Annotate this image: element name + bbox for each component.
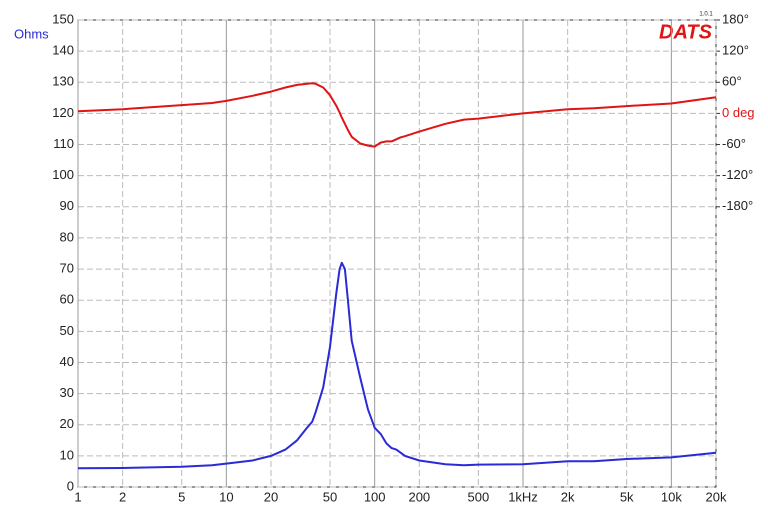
x-tick-label: 1	[74, 489, 81, 504]
version: 1.0.1	[699, 12, 713, 18]
y2-tick-label: 180°	[722, 11, 749, 26]
y-tick-label: 60	[60, 292, 74, 307]
y2-tick-label: -180°	[722, 198, 753, 213]
x-tick-label: 10	[219, 489, 233, 504]
y-tick-label: 110	[53, 136, 74, 151]
y-tick-label: 80	[60, 229, 74, 244]
logo: DATS	[659, 21, 713, 43]
y-tick-label: 20	[60, 416, 74, 431]
y2-tick-label: 120°	[722, 43, 749, 58]
y-tick-label: 30	[60, 385, 74, 400]
x-tick-label: 1kHz	[508, 489, 538, 504]
x-tick-label: 2k	[561, 489, 575, 504]
y2-tick-label: 0 deg	[722, 105, 755, 120]
y-tick-label: 90	[60, 198, 74, 213]
y-tick-label: 140	[52, 43, 74, 58]
x-tick-label: 5k	[620, 489, 634, 504]
series-line	[77, 261, 717, 470]
x-tick-label: 20	[264, 489, 278, 504]
y-axis-label: Ohms	[14, 26, 49, 41]
y-tick-label: 0	[67, 478, 74, 493]
x-tick-label: 2	[119, 489, 126, 504]
x-tick-label: 100	[364, 489, 386, 504]
y2-tick-label: -120°	[722, 167, 753, 182]
series-line	[77, 82, 717, 148]
x-tick-label: 200	[408, 489, 430, 504]
y-tick-label: 130	[52, 74, 74, 89]
plot-frame	[77, 19, 717, 488]
x-tick-label: 10k	[661, 489, 682, 504]
y-tick-label: 70	[60, 261, 74, 276]
y-tick-label: 150	[52, 11, 74, 26]
x-tick-label: 50	[323, 489, 337, 504]
y-tick-label: 50	[60, 323, 74, 338]
x-tick-label: 5	[178, 489, 185, 504]
y-tick-label: 100	[52, 167, 74, 182]
x-tick-label: 500	[468, 489, 490, 504]
y-tick-label: 10	[60, 447, 74, 462]
y2-tick-label: 60°	[722, 74, 742, 89]
y2-tick-label: -60°	[722, 136, 746, 151]
y-tick-label: 120	[52, 105, 74, 120]
y-tick-label: 40	[60, 354, 74, 369]
x-tick-label: 20k	[706, 489, 727, 504]
